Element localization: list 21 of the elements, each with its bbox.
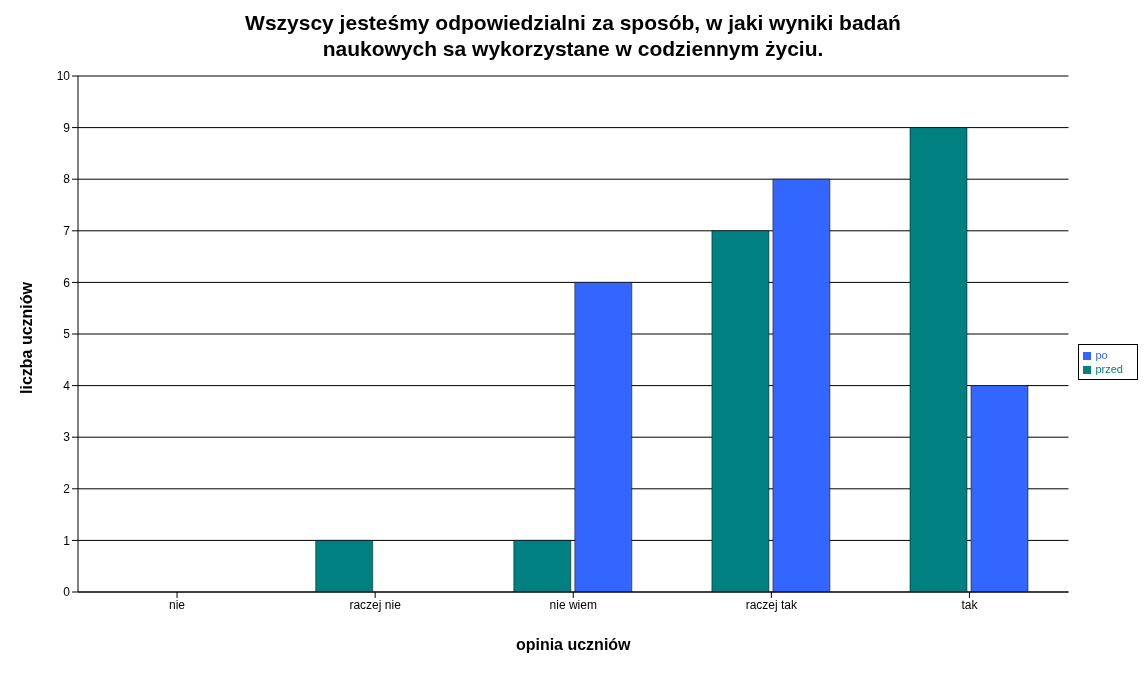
y-tick-label: 4 <box>63 378 71 393</box>
x-tick-label: nie wiem <box>549 597 597 612</box>
y-tick-label: 9 <box>63 120 71 135</box>
x-tick-label: raczej nie <box>349 597 402 612</box>
y-tick-label: 1 <box>63 533 71 548</box>
x-tick-label: raczej tak <box>745 597 798 612</box>
x-tick-label: tak <box>961 597 979 612</box>
y-tick-label: 5 <box>63 327 71 342</box>
y-tick-label: 7 <box>63 224 71 239</box>
x-axis-title: opinia uczniów <box>515 636 632 653</box>
legend-label: po <box>1095 349 1108 361</box>
y-tick-label: 10 <box>56 69 71 84</box>
legend-label: przed <box>1095 363 1123 375</box>
y-tick-label: 3 <box>63 430 71 445</box>
y-tick-label: 2 <box>63 482 71 497</box>
y-axis-title: liczba uczniów <box>17 281 35 394</box>
x-tick-label: nie <box>169 597 186 612</box>
y-tick-label: 8 <box>63 172 71 187</box>
y-tick-label: 0 <box>63 585 71 600</box>
y-tick-label: 6 <box>63 275 71 290</box>
chart-title: Wszyscy jesteśmy odpowiedzialni za sposób, w jaki wyniki badań naukowych sa wykorzystane w codziennym życiu. <box>244 10 902 62</box>
